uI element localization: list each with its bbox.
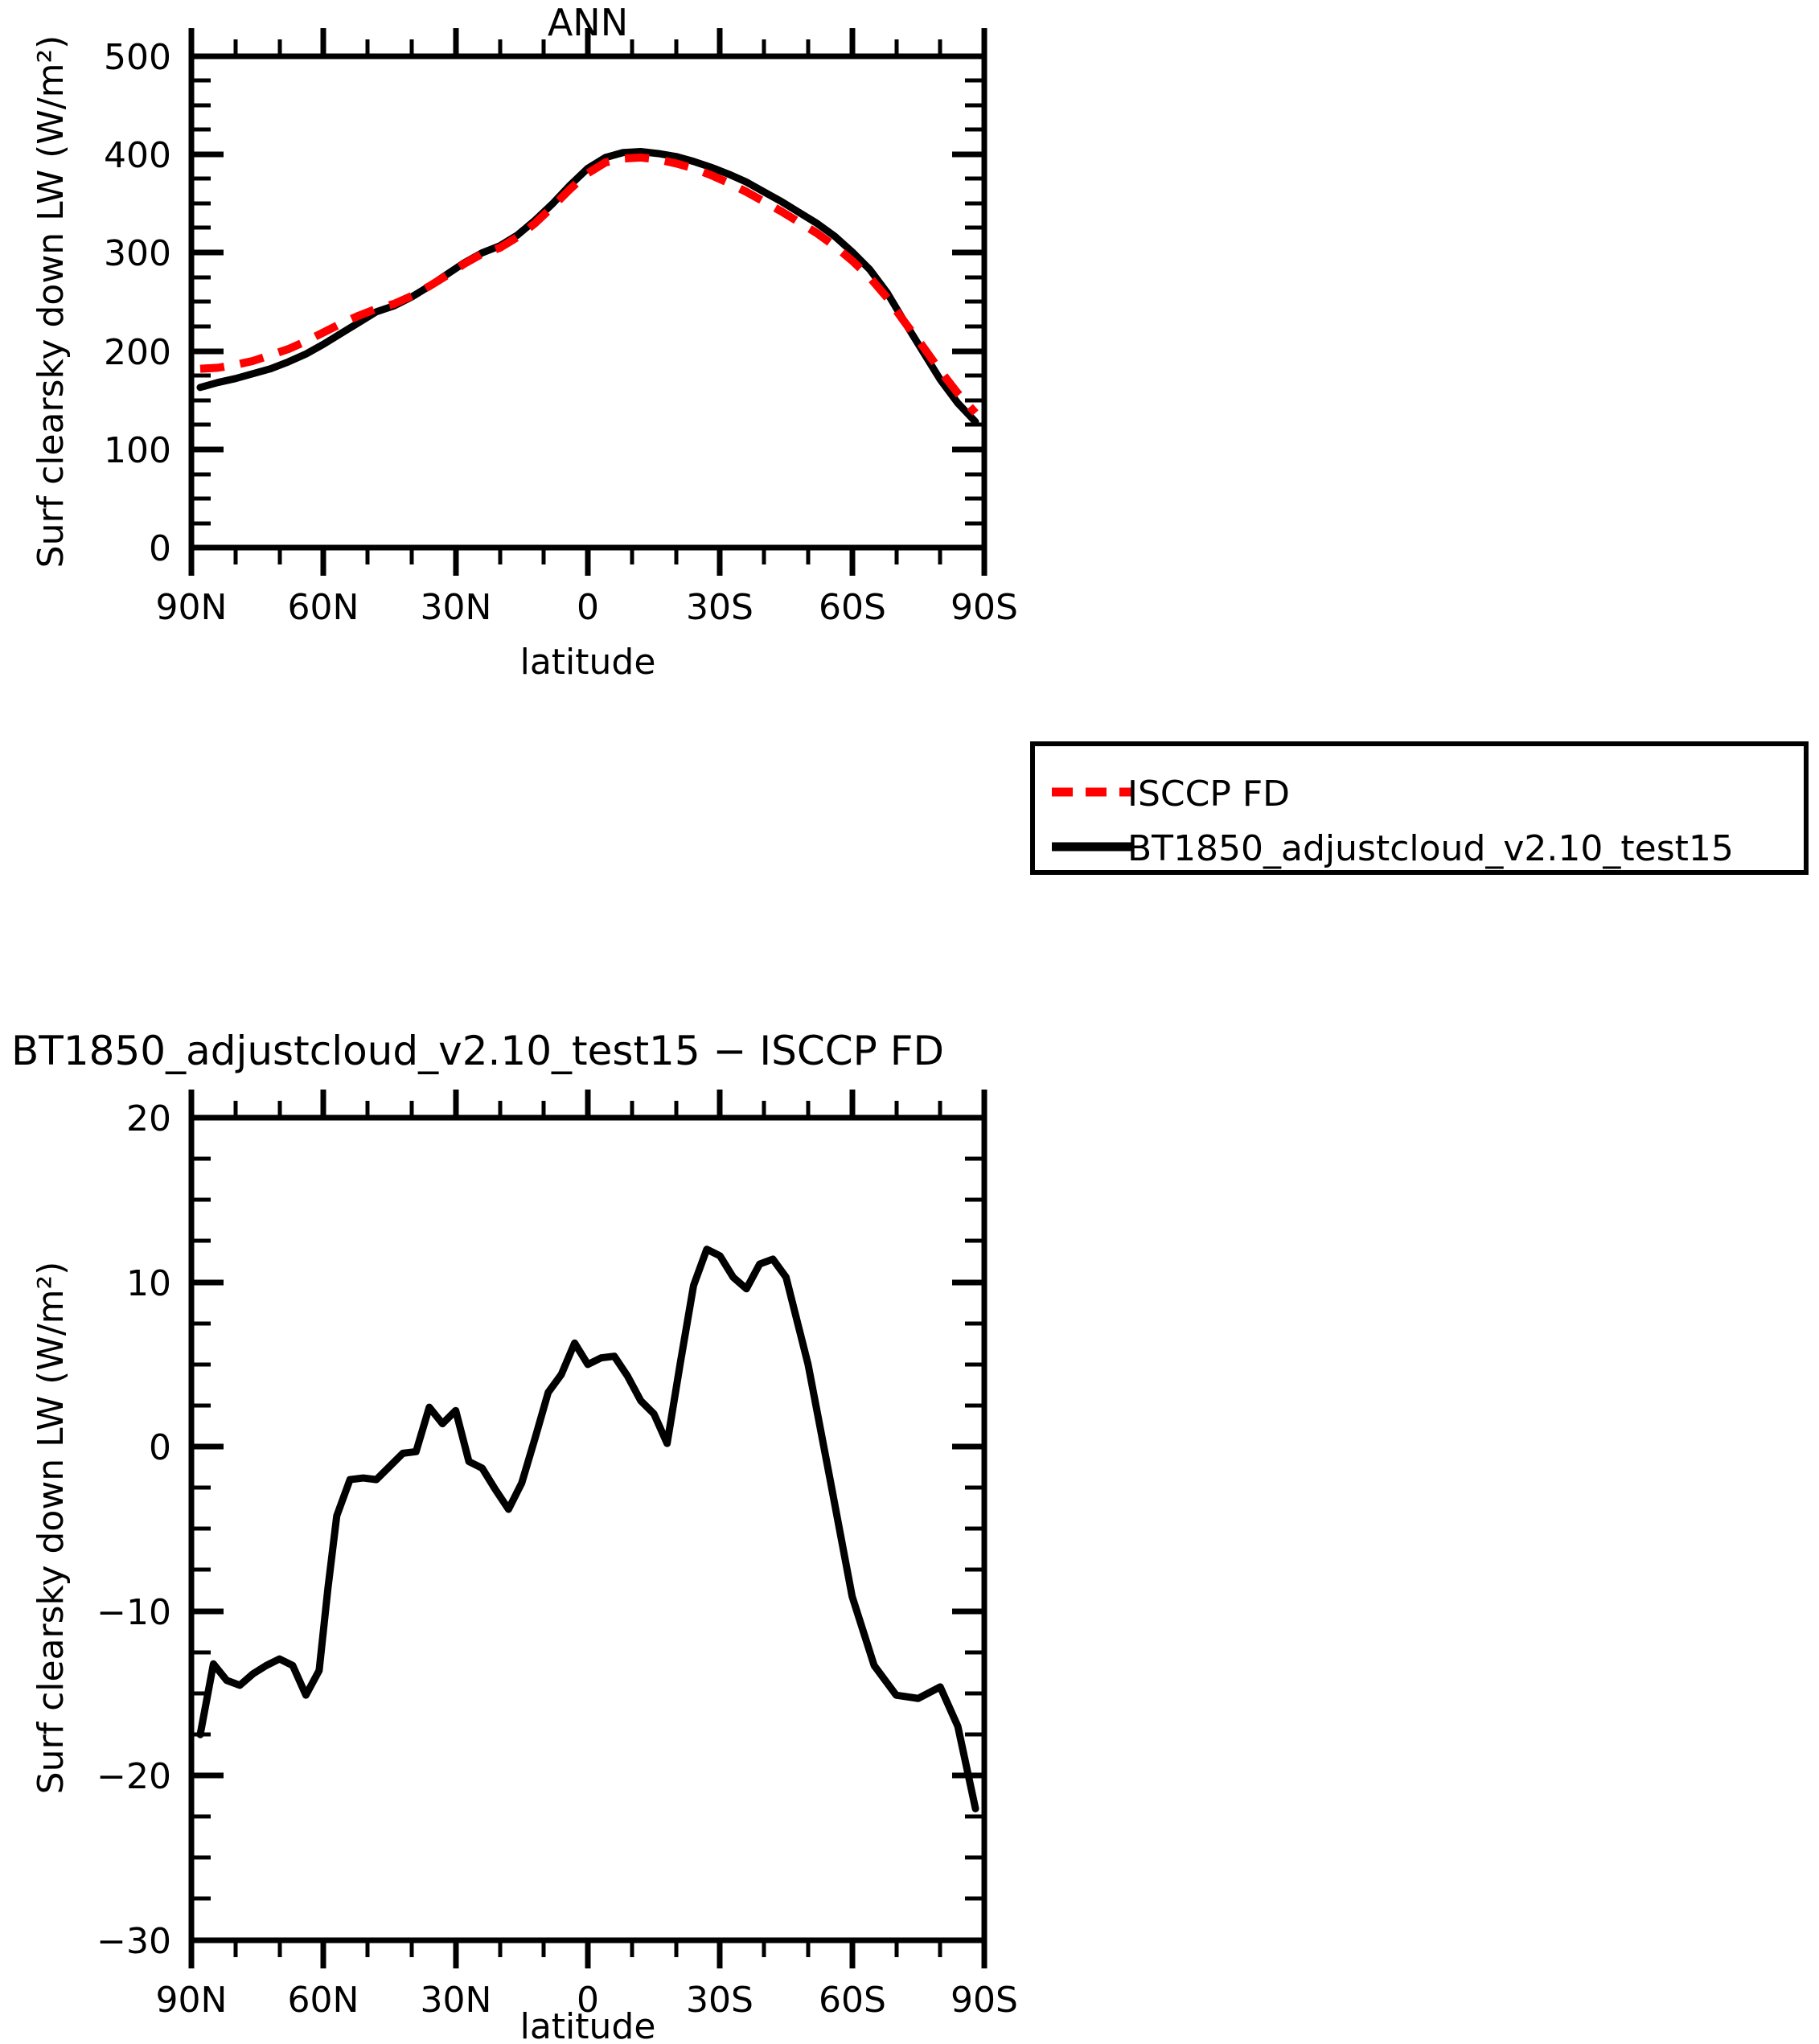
top-panel-plot-area: [196, 148, 979, 426]
x-tick-label: 0: [577, 587, 599, 628]
y-tick-label: 10: [126, 1263, 171, 1304]
legend-label-model: BT1850_adjustcloud_v2.10_test15: [1127, 828, 1734, 869]
bottom-panel-y-major-ticks: [191, 1114, 984, 1943]
x-tick-label: 90S: [951, 587, 1018, 628]
x-tick-label: 0: [577, 1980, 599, 2021]
top-panel-x-axis-label: latitude: [520, 642, 656, 683]
x-tick-label: 30S: [686, 1980, 753, 2021]
legend-box: [1030, 741, 1809, 875]
bottom-panel-x-major-ticks: [188, 1090, 988, 1968]
top-panel-y-tick-labels: 500 400 300 200 100 0: [104, 37, 171, 569]
series-line-model: [196, 148, 979, 426]
top-panel-x-minor-ticks: [233, 39, 942, 564]
bottom-panel-y-axis-label: Surf clearsky down LW (W/m²): [31, 1262, 72, 1795]
top-panel: ANN: [31, 1, 1018, 683]
top-panel-axes-frame: [188, 53, 988, 551]
x-tick-label: 30S: [686, 587, 753, 628]
bottom-panel-plot-area: [196, 1246, 979, 1812]
x-tick-label: 90N: [156, 587, 228, 628]
bottom-panel-x-minor-ticks: [233, 1101, 942, 1957]
series-line-observation: [199, 153, 979, 416]
x-tick-label: 90S: [951, 1980, 1018, 2021]
y-tick-label: −30: [96, 1921, 171, 1962]
y-tick-label: 0: [149, 528, 171, 569]
top-panel-y-minor-ticks: [191, 78, 984, 526]
bottom-panel-y-minor-ticks: [191, 1156, 984, 1901]
bottom-panel-x-axis-label: latitude: [520, 2006, 656, 2044]
x-tick-label: 60S: [819, 1980, 886, 2021]
top-panel-x-tick-labels: 90N 60N 30N 0 30S 60S 90S: [156, 587, 1018, 628]
x-tick-label: 30N: [421, 1980, 492, 2021]
y-tick-label: 500: [104, 37, 171, 78]
legend: ISCCP FD BT1850_adjustcloud_v2.10_test15: [1030, 741, 1809, 875]
x-tick-label: 30N: [421, 587, 492, 628]
y-tick-label: 100: [104, 430, 171, 471]
y-tick-label: 200: [104, 332, 171, 373]
y-tick-label: −10: [96, 1592, 171, 1633]
bottom-panel: BT1850_adjustcloud_v2.10_test15 − ISCCP …: [11, 1028, 1018, 2044]
x-tick-label: 60N: [288, 1980, 359, 2021]
top-panel-y-major-ticks: [191, 53, 984, 551]
top-panel-x-major-ticks: [188, 28, 988, 576]
x-tick-label: 60S: [819, 587, 886, 628]
x-tick-label: 90N: [156, 1980, 228, 2021]
bottom-panel-x-tick-labels: 90N 60N 30N 0 30S 60S 90S: [156, 1980, 1018, 2021]
y-tick-label: 400: [104, 135, 171, 176]
y-tick-label: −20: [96, 1756, 171, 1797]
y-tick-label: 300: [104, 233, 171, 274]
x-tick-label: 60N: [288, 587, 359, 628]
y-tick-label: 0: [149, 1427, 171, 1468]
top-panel-y-axis-label: Surf clearsky down LW (W/m²): [31, 35, 72, 568]
bottom-panel-axes-frame: [188, 1114, 988, 1943]
y-tick-label: 20: [126, 1098, 171, 1139]
bottom-panel-y-tick-labels: 20 10 0 −10 −20 −30: [96, 1098, 171, 1962]
bottom-panel-title: BT1850_adjustcloud_v2.10_test15 − ISCCP …: [11, 1028, 944, 1074]
series-line-difference: [196, 1246, 979, 1812]
legend-label-observation: ISCCP FD: [1127, 774, 1290, 815]
